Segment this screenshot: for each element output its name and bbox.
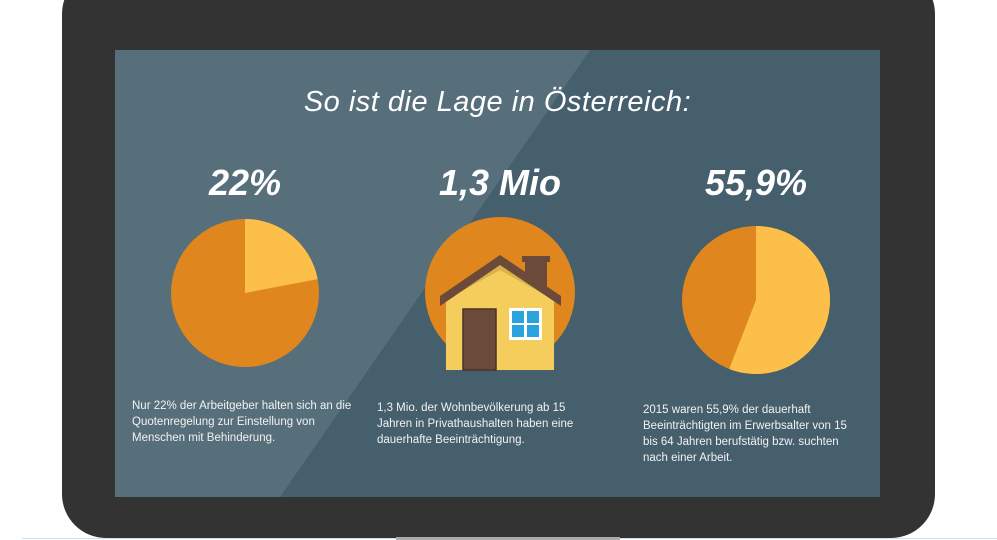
device-stand	[396, 537, 620, 540]
stat-value-1: 22%	[208, 162, 282, 203]
pie-highlight-slice	[729, 226, 831, 374]
stat-value-3: 55,9%	[704, 162, 808, 203]
house-illustration	[425, 217, 575, 371]
stat-description-3: 2015 waren 55,9% der dauerhaft Beeinträc…	[643, 404, 847, 464]
stat-value-2: 1,3 Mio	[438, 162, 562, 203]
graphics	[171, 217, 831, 374]
page-title: So ist die Lage in Österreich:	[303, 86, 692, 118]
door	[462, 308, 497, 371]
pie-highlight-slice	[245, 219, 318, 293]
screen: So ist die Lage in Österreich: 22% 1,3 M…	[115, 50, 880, 497]
roof	[440, 255, 561, 306]
light-reflection	[115, 50, 590, 497]
stat-description-2: 1,3 Mio. der Wohnbevölkerung ab 15 Jahre…	[377, 402, 574, 446]
stat-description-1: Nur 22% der Arbeitgeber halten sich an d…	[132, 400, 352, 444]
